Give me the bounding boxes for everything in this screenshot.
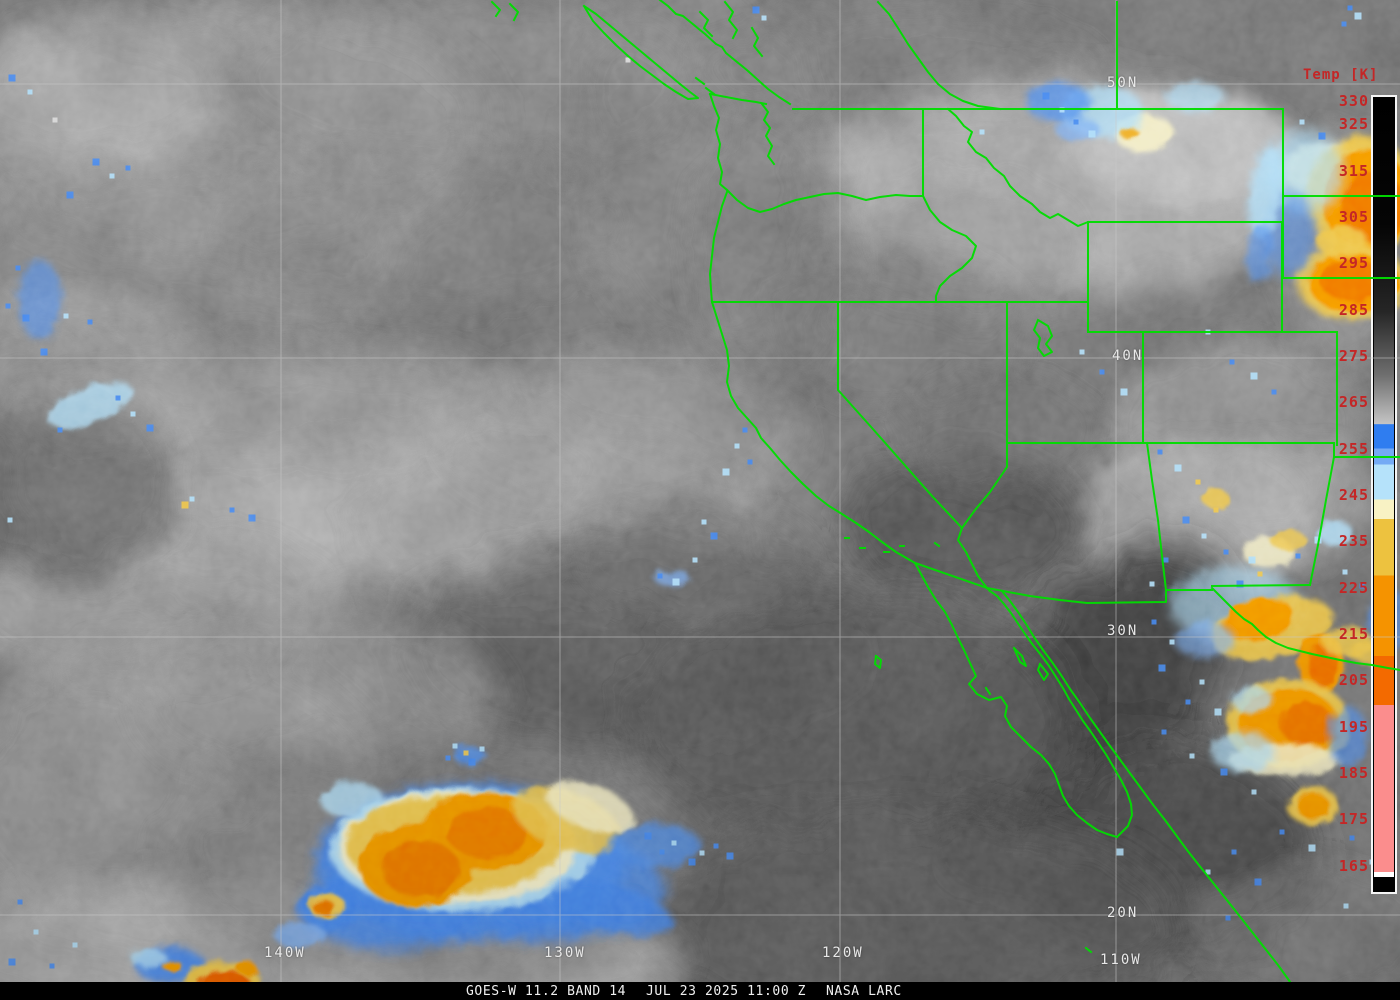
lat-label-50n: 50N (1107, 75, 1139, 91)
lat-label-30n: 30N (1107, 623, 1139, 639)
colorbar-tick-label: 305 (1338, 208, 1369, 226)
colorbar-tick-label: 315 (1338, 162, 1369, 180)
lat-label-20n: 20N (1107, 905, 1139, 921)
caption-credit: NASA LARC (826, 984, 902, 999)
temperature-colorbar (1371, 95, 1397, 894)
lat-label-40n: 40N (1112, 348, 1144, 364)
colorbar-tick-label: 235 (1338, 532, 1369, 550)
colorbar-tick-label: 325 (1338, 115, 1369, 133)
caption-bar: GOES-W 11.2 BAND 14 JUL 23 2025 11:00 Z … (0, 982, 1400, 1000)
colorbar-tick-label: 275 (1338, 347, 1369, 365)
colorbar-tick-label: 255 (1338, 440, 1369, 458)
lon-label-110w: 110W (1100, 952, 1142, 968)
colorbar-tick-label: 285 (1338, 301, 1369, 319)
colorbar-title: Temp [K] (1303, 67, 1379, 83)
lon-label-120w: 120W (822, 945, 864, 961)
colorbar-tick-label: 195 (1338, 718, 1369, 736)
lon-label-130w: 130W (544, 945, 586, 961)
colorbar-tick-label: 215 (1338, 625, 1369, 643)
caption-product: GOES-W 11.2 BAND 14 (466, 984, 627, 999)
colorbar-tick-label: 330 (1338, 92, 1369, 110)
lon-label-140w: 140W (264, 945, 306, 961)
colorbar-tick-label: 165 (1338, 857, 1369, 875)
caption-timestamp: JUL 23 2025 11:00 Z (646, 984, 807, 999)
colorbar-tick-label: 265 (1338, 393, 1369, 411)
colorbar-tick-label: 295 (1338, 254, 1369, 272)
colorbar-tick-label: 245 (1338, 486, 1369, 504)
colorbar-tick-label: 175 (1338, 810, 1369, 828)
colorbar-tick-label: 225 (1338, 579, 1369, 597)
colorbar-tick-label: 185 (1338, 764, 1369, 782)
colorbar-tick-label: 205 (1338, 671, 1369, 689)
